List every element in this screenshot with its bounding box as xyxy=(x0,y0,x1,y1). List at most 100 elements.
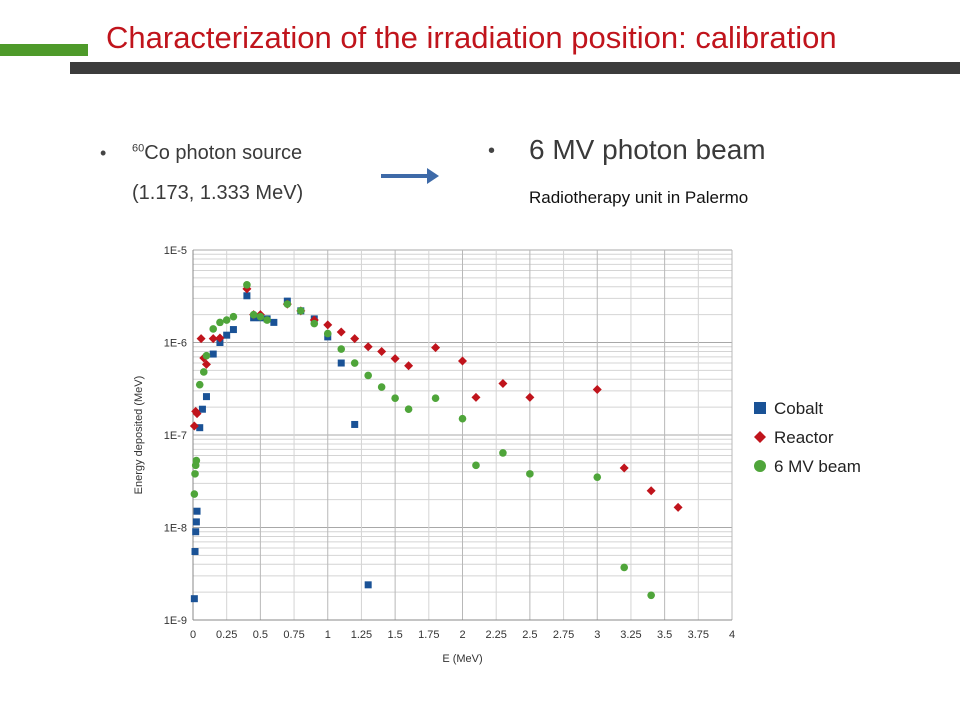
mv-beam-point xyxy=(190,490,199,498)
legend-label: Reactor xyxy=(774,428,834,447)
cobalt-point xyxy=(351,420,359,428)
cobalt-point xyxy=(270,318,278,326)
cobalt-point xyxy=(190,595,198,603)
mv-beam-point xyxy=(647,591,655,600)
mv-beam-point xyxy=(191,470,199,478)
green-accent-bar xyxy=(0,44,88,56)
x-tick-label: 3.75 xyxy=(688,629,709,641)
mv-beam-point xyxy=(364,371,372,380)
y-tick-label: 1E-7 xyxy=(164,430,187,442)
mv-beam-point xyxy=(431,394,440,402)
reactor-point xyxy=(431,343,441,353)
energy-deposit-chart: 1E-9 1E-8 1E-7 1E-6 1E-5 0 0.25 0.5 0.75 1 1.25 1.5… xyxy=(133,245,861,665)
legend-circle-icon xyxy=(754,460,766,472)
mv-beam-point xyxy=(243,281,251,289)
mv-beam-point xyxy=(350,359,359,367)
x-tick-label: 1.5 xyxy=(387,629,402,641)
x-tick-label: 0.25 xyxy=(216,629,237,641)
reactor-point xyxy=(471,392,481,402)
mv-beam-point xyxy=(209,325,218,333)
reactor-point xyxy=(189,421,199,431)
cobalt-point xyxy=(243,292,251,300)
mv-beam-point xyxy=(297,307,305,315)
x-tick-label: 1.25 xyxy=(351,629,372,641)
reactor-point xyxy=(363,342,373,352)
cobalt-energies: (1.173, 1.333 MeV) xyxy=(132,182,304,204)
x-tick-label: 0.75 xyxy=(283,629,304,641)
reactor-point xyxy=(350,334,360,344)
reactor-point xyxy=(619,463,629,473)
mv-beam-point xyxy=(216,318,224,327)
caption-palermo: Radiotherapy unit in Palermo xyxy=(529,188,749,207)
mv-beam-point xyxy=(620,563,628,572)
reactor-point xyxy=(525,392,535,402)
cobalt-point xyxy=(223,331,231,339)
cobalt-point xyxy=(209,350,217,358)
y-tick-label: 1E-8 xyxy=(164,523,187,535)
mv-beam-point xyxy=(263,316,271,324)
x-tick-label: 2 xyxy=(459,629,465,641)
cobalt-point xyxy=(192,518,200,526)
cobalt-source-text: Co photon source xyxy=(144,142,303,164)
legend-label: 6 MV beam xyxy=(774,457,861,476)
cobalt-point xyxy=(229,326,237,334)
reactor-point xyxy=(390,354,400,364)
reactor-point xyxy=(215,333,225,343)
cobalt-point xyxy=(202,393,210,401)
mv-beam-point xyxy=(192,456,201,465)
reactor-point xyxy=(646,486,656,496)
x-tick-label: 1 xyxy=(325,629,331,641)
beam-label: 6 MV photon beam xyxy=(529,134,766,165)
mv-beam-point xyxy=(499,449,507,457)
x-tick-label: 2.5 xyxy=(522,629,537,641)
mv-beam-point xyxy=(458,414,467,423)
mv-beam-point xyxy=(472,461,480,470)
mv-beam-point xyxy=(593,473,602,481)
reactor-point xyxy=(404,361,414,371)
reactor-point xyxy=(458,356,467,366)
legend-diamond-icon xyxy=(754,431,766,443)
reactor-point xyxy=(592,385,602,395)
legend-label: Cobalt xyxy=(774,399,823,418)
mv-beam-point xyxy=(222,316,231,324)
cobalt-point xyxy=(216,339,224,346)
reactor-point xyxy=(336,327,346,337)
x-axis-label: E (MeV) xyxy=(442,653,482,665)
mv-beam-point xyxy=(283,300,292,308)
mv-beam-point xyxy=(199,368,208,376)
bullet-cobalt: • xyxy=(100,143,107,163)
mv-beam-point xyxy=(337,345,346,353)
mv-beam-point xyxy=(202,351,211,360)
header-divider-bar xyxy=(70,62,960,74)
cobalt-point xyxy=(196,424,204,432)
x-tick-label: 2.25 xyxy=(485,629,506,641)
cobalt-point xyxy=(337,359,345,367)
x-tick-label: 3 xyxy=(594,629,600,641)
cobalt-point xyxy=(191,548,199,556)
y-tick-label: 1E-9 xyxy=(164,615,187,627)
mv-beam-point xyxy=(195,380,204,389)
y-tick-label: 1E-6 xyxy=(164,338,187,350)
x-tick-label: 4 xyxy=(729,629,735,641)
x-tick-label: 1.75 xyxy=(418,629,439,641)
mv-beam-point xyxy=(249,310,258,319)
x-tick-label: 3.25 xyxy=(620,629,641,641)
cobalt-point xyxy=(192,528,200,536)
reactor-point xyxy=(323,320,333,330)
isotope-mass-number: 60 xyxy=(132,142,145,155)
legend-square-icon xyxy=(754,402,766,414)
y-axis-label: Energy deposited (MeV) xyxy=(133,376,145,495)
reactor-point xyxy=(196,334,206,344)
reactor-point xyxy=(377,346,387,356)
reactor-point xyxy=(498,379,508,389)
reactor-point xyxy=(192,409,202,419)
right-arrow-icon xyxy=(381,168,439,184)
cobalt-point xyxy=(364,581,372,589)
mv-beam-point xyxy=(526,470,534,478)
mv-beam-point xyxy=(229,312,238,321)
mv-beam-point xyxy=(323,329,332,338)
mv-beam-point xyxy=(404,405,413,414)
reactor-point xyxy=(208,334,218,344)
mv-beam-point xyxy=(256,312,265,321)
cobalt-source-label: 60Co photon source xyxy=(132,142,302,165)
